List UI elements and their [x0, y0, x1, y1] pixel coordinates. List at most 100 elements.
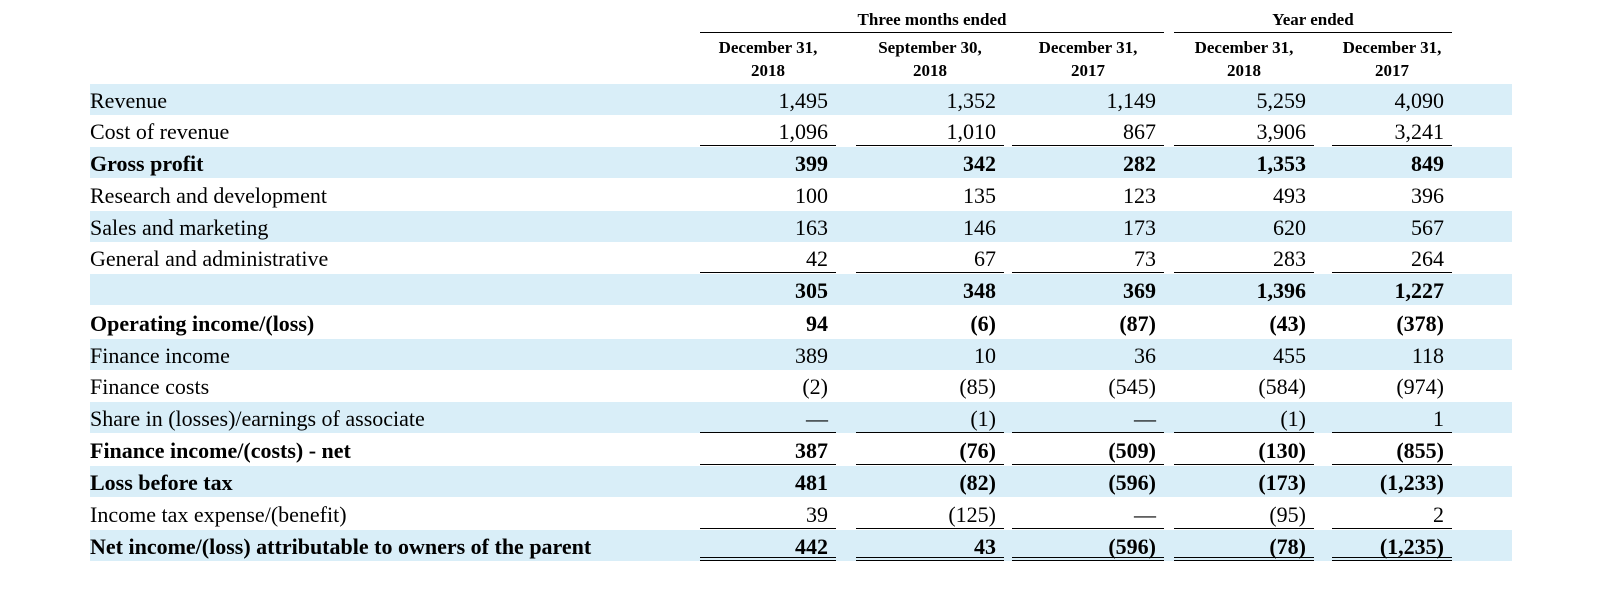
cell-value: 135	[963, 183, 996, 208]
value-cell: 620	[1174, 211, 1314, 242]
value-cell: 163	[700, 211, 836, 242]
group-header-three-months: Three months ended	[700, 8, 1164, 33]
cell-value: 455	[1273, 343, 1306, 368]
cell-value: 264	[1411, 246, 1444, 271]
value-cell: 849	[1332, 147, 1452, 178]
value-cell: (596)	[1012, 466, 1164, 497]
value-cell: (378)	[1332, 307, 1452, 338]
table-row: Share in (losses)/earnings of associate —…	[90, 402, 1512, 433]
cell-value: 305	[795, 278, 828, 303]
value-cell: (76)	[856, 434, 1004, 465]
row-label: Cost of revenue	[90, 119, 230, 144]
value-cell: (82)	[856, 466, 1004, 497]
value-cell: 94	[700, 307, 836, 338]
value-cell: 123	[1012, 179, 1164, 210]
cell-value: 36	[1134, 343, 1156, 368]
cell-value: 10	[974, 343, 996, 368]
cell-value: (378)	[1396, 311, 1444, 336]
table-row: Gross profit 399 342 282 1,353 849	[90, 147, 1512, 178]
cell-value: 283	[1273, 246, 1306, 271]
cell-value: (509)	[1108, 438, 1156, 463]
row-label: Sales and marketing	[90, 215, 269, 240]
table-row: Research and development 100 135 123 493 396	[90, 179, 1512, 210]
column-header-2-line2: 2018	[913, 61, 947, 80]
cell-value: 1,352	[946, 88, 997, 113]
value-cell: 264	[1332, 242, 1452, 273]
cell-value: (545)	[1108, 374, 1156, 399]
cell-value: (82)	[959, 470, 996, 495]
value-cell: (43)	[1174, 307, 1314, 338]
cell-value: (43)	[1269, 311, 1306, 336]
row-label: Research and development	[90, 183, 328, 208]
value-cell: 43	[856, 530, 1004, 561]
value-cell: 1,396	[1174, 274, 1314, 305]
group-header-year-ended: Year ended	[1174, 8, 1452, 33]
cell-value: 1	[1433, 406, 1444, 431]
value-cell: (85)	[856, 370, 1004, 401]
cell-value: 3,241	[1394, 119, 1445, 144]
cell-value: (1)	[1280, 406, 1306, 431]
value-cell: (974)	[1332, 370, 1452, 401]
cell-value: 867	[1123, 119, 1156, 144]
cell-value: 1,149	[1106, 88, 1157, 113]
value-cell: (1,235)	[1332, 530, 1452, 561]
value-cell: (1)	[856, 402, 1004, 433]
value-cell: —	[700, 402, 836, 433]
cell-value: (1,233)	[1379, 470, 1444, 495]
value-cell: (1,233)	[1332, 466, 1452, 497]
cell-value: (130)	[1258, 438, 1306, 463]
cell-value: 442	[795, 534, 828, 559]
cell-value: 42	[806, 246, 828, 271]
cell-value: 396	[1411, 183, 1444, 208]
value-cell: (855)	[1332, 434, 1452, 465]
table-row: Finance costs (2) (85) (545) (584) (974)	[90, 370, 1512, 401]
value-cell: 389	[700, 339, 836, 370]
table-row: General and administrative 42 67 73 283 264	[90, 242, 1512, 273]
value-cell: 3,906	[1174, 115, 1314, 146]
row-label: Finance income/(costs) - net	[90, 438, 351, 463]
row-label: Loss before tax	[90, 470, 233, 495]
row-label: Income tax expense/(benefit)	[90, 502, 347, 527]
cell-value: 2	[1433, 502, 1444, 527]
column-header-5-line2: 2017	[1375, 61, 1409, 80]
value-cell: 399	[700, 147, 836, 178]
cell-value: 1,353	[1256, 151, 1307, 176]
table-row: Operating income/(loss) 94 (6) (87) (43) (378…	[90, 307, 1512, 338]
value-cell: 1	[1332, 402, 1452, 433]
value-cell: 42	[700, 242, 836, 273]
table-row: 305 348 369 1,396 1,227	[90, 274, 1512, 305]
cell-value: (584)	[1258, 374, 1306, 399]
cell-value: 5,259	[1256, 88, 1307, 113]
value-cell: 283	[1174, 242, 1314, 273]
cell-value: 348	[963, 278, 996, 303]
column-header-1-line1: December 31,	[718, 38, 818, 57]
column-header-2-line1: September 30,	[878, 38, 982, 57]
cell-value: 1,227	[1394, 278, 1445, 303]
value-cell: 118	[1332, 339, 1452, 370]
cell-value: (125)	[948, 502, 996, 527]
cell-value: (596)	[1108, 534, 1156, 559]
row-label: General and administrative	[90, 246, 329, 271]
value-cell: 481	[700, 466, 836, 497]
table-row: Sales and marketing 163 146 173 620 567	[90, 211, 1512, 242]
cell-value: 342	[963, 151, 996, 176]
value-cell: (125)	[856, 498, 1004, 529]
value-cell: 1,149	[1012, 84, 1164, 115]
table-row: Loss before tax 481 (82) (596) (173) (1,233)	[90, 466, 1512, 497]
value-cell: 5,259	[1174, 84, 1314, 115]
column-header-5: December 31, 2017	[1332, 34, 1452, 85]
cell-value: 399	[795, 151, 828, 176]
value-cell: (78)	[1174, 530, 1314, 561]
value-cell: —	[1012, 402, 1164, 433]
row-label: Revenue	[90, 88, 167, 113]
row-label: Net income/(loss) attributable to owners…	[90, 534, 592, 559]
value-cell: 369	[1012, 274, 1164, 305]
value-cell: 173	[1012, 211, 1164, 242]
value-cell: 135	[856, 179, 1004, 210]
cell-value: 493	[1273, 183, 1306, 208]
cell-value: —	[1134, 502, 1156, 527]
column-header-5-line1: December 31,	[1342, 38, 1442, 57]
cell-value: 1,010	[946, 119, 997, 144]
value-cell: 3,241	[1332, 115, 1452, 146]
cell-value: 39	[806, 502, 828, 527]
